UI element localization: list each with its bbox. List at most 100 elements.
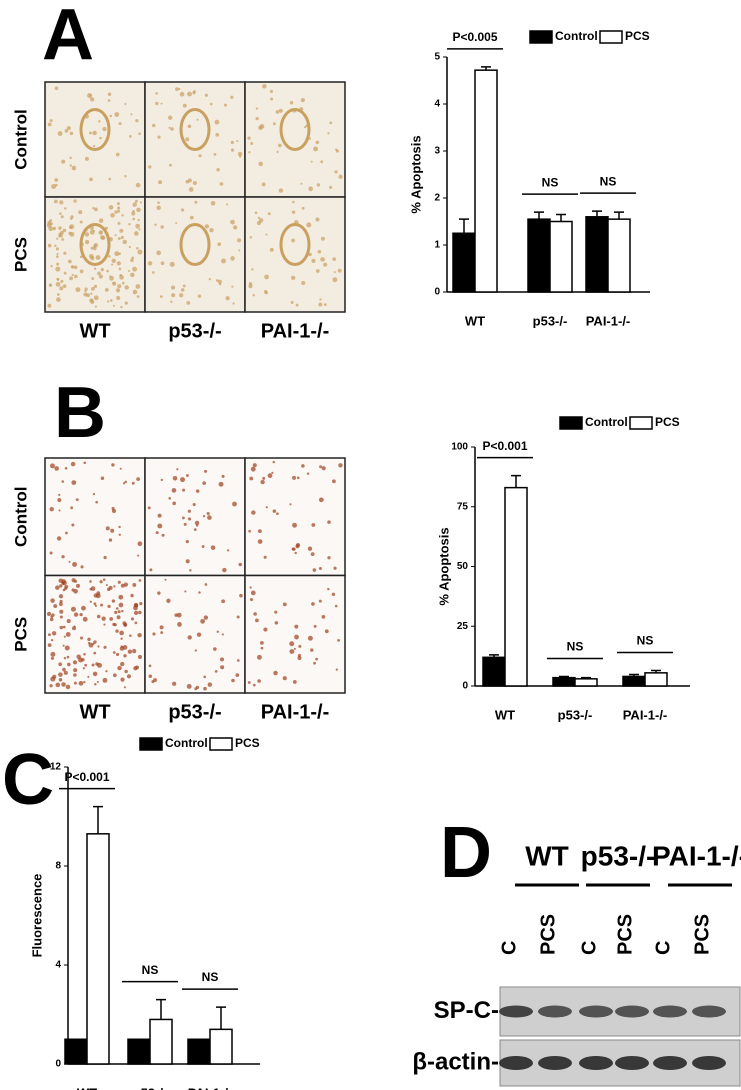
column-label: p53-/- — [168, 701, 221, 723]
stain-dot — [180, 288, 185, 292]
stain-dot — [160, 631, 164, 635]
stain-dot — [119, 228, 124, 233]
stain-dot — [58, 493, 61, 496]
stain-dot — [52, 226, 56, 231]
stain-dot — [247, 136, 251, 140]
stain-dot — [161, 533, 165, 537]
stain-dot — [213, 152, 217, 156]
bar — [504, 486, 528, 687]
stain-dot — [159, 295, 163, 298]
stain-dot — [79, 255, 83, 259]
stain-dot — [92, 671, 98, 677]
stain-dot — [123, 686, 126, 689]
stain-dot — [107, 92, 112, 96]
stain-dot — [62, 644, 65, 647]
stain-dot — [327, 132, 330, 135]
stain-dot — [124, 480, 127, 484]
stain-dot — [187, 91, 192, 97]
stain-dot — [201, 545, 205, 548]
stain-dot — [117, 221, 121, 225]
stain-dot — [251, 510, 256, 515]
stain-dot — [137, 541, 143, 547]
stain-dot — [168, 115, 173, 120]
stain-dot — [58, 226, 62, 230]
stain-dot — [185, 474, 189, 477]
stain-dot — [148, 674, 152, 678]
stain-dot — [89, 131, 92, 135]
stain-dot — [248, 529, 252, 533]
stain-dot — [70, 215, 74, 219]
stain-dot — [64, 466, 68, 470]
stain-dot — [291, 210, 296, 214]
stain-dot — [324, 629, 329, 634]
stain-dot — [301, 280, 306, 286]
stain-dot — [107, 300, 110, 303]
stain-dot — [194, 520, 200, 526]
stain-dot — [58, 672, 63, 677]
lane-label: PCS — [691, 914, 713, 955]
stain-dot — [83, 680, 86, 684]
stain-dot — [108, 538, 113, 542]
stain-dot — [176, 468, 179, 471]
stain-dot — [259, 124, 265, 129]
stain-dot — [282, 676, 287, 681]
stain-dot — [84, 287, 88, 291]
legend-swatch — [629, 416, 653, 430]
stain-dot — [327, 587, 330, 591]
stain-dot — [50, 651, 56, 657]
stain-dot — [315, 217, 320, 222]
stain-dot — [318, 497, 324, 503]
stain-dot — [98, 218, 104, 223]
stain-dot — [73, 681, 77, 685]
stain-dot — [182, 284, 186, 288]
stain-dot — [160, 102, 163, 105]
stain-dot — [164, 578, 167, 581]
stain-dot — [103, 623, 106, 626]
stain-dot — [124, 285, 129, 290]
stain-dot — [59, 615, 63, 619]
stain-dot — [335, 148, 338, 151]
y-tick-label: 50 — [457, 561, 469, 572]
stain-dot — [56, 252, 59, 255]
stain-dot — [134, 199, 138, 203]
stain-dot — [105, 584, 108, 587]
stain-dot — [57, 131, 63, 136]
stain-dot — [95, 500, 98, 504]
stain-dot — [105, 526, 110, 531]
stain-dot — [172, 501, 177, 506]
stain-dot — [216, 630, 219, 633]
stain-dot — [134, 231, 139, 236]
stain-dot — [160, 478, 163, 482]
stain-dot — [319, 298, 322, 301]
stain-dot — [239, 593, 243, 598]
stain-dot — [137, 554, 140, 557]
stain-dot — [71, 266, 74, 269]
stain-dot — [160, 261, 165, 266]
stain-dot — [118, 594, 124, 600]
stain-dot — [120, 645, 123, 648]
micrograph — [244, 574, 346, 694]
stain-dot — [334, 170, 338, 174]
stain-dot — [92, 246, 97, 251]
stain-dot — [257, 216, 261, 220]
stain-dot — [63, 271, 67, 275]
stain-dot — [171, 488, 177, 493]
stain-dot — [289, 101, 294, 105]
stain-dot — [89, 588, 92, 591]
blot-band — [538, 1056, 572, 1070]
stain-dot — [189, 569, 192, 572]
stain-dot — [138, 132, 142, 136]
stain-dot — [153, 678, 157, 683]
stain-dot — [53, 604, 58, 609]
stain-dot — [226, 549, 230, 552]
stain-dot — [155, 101, 159, 106]
stain-dot — [338, 174, 343, 179]
stain-dot — [121, 609, 124, 613]
stain-dot — [230, 256, 235, 261]
stain-dot — [119, 467, 122, 470]
stain-dot — [276, 512, 279, 516]
blot-band — [653, 1056, 687, 1070]
x-tick-label: WT — [465, 313, 485, 328]
stain-dot — [292, 680, 297, 684]
stain-dot — [334, 604, 338, 608]
